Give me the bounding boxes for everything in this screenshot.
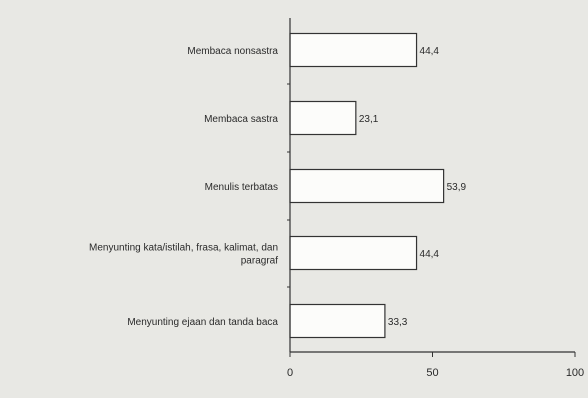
bar [289, 235, 418, 271]
category-label: Menyunting kata/istilah, frasa, kalimat,… [89, 243, 278, 254]
x-tick-label: 100 [566, 367, 584, 379]
data-label: 23,1 [359, 114, 379, 125]
category-label: paragraf [241, 256, 278, 267]
category-label: Menyunting ejaan dan tanda baca [127, 317, 278, 328]
data-label: 53,9 [447, 182, 467, 193]
bar [289, 303, 386, 339]
bar [289, 168, 445, 204]
data-label: 33,3 [388, 317, 408, 328]
x-tick-label: 0 [287, 367, 293, 379]
x-tick-label: 50 [426, 367, 438, 379]
data-label: 44,4 [420, 249, 440, 260]
bar [289, 32, 418, 68]
bars-layer: Membaca nonsastra 44,4 Membaca sastra 23,1 M… [89, 32, 467, 339]
data-label: 44,4 [420, 46, 440, 57]
axes-layer: 0 50 100 [287, 18, 584, 379]
bar [289, 100, 357, 136]
category-label: Membaca nonsastra [187, 46, 278, 57]
category-label: Menulis terbatas [205, 182, 278, 193]
category-label: Membaca sastra [204, 114, 278, 125]
